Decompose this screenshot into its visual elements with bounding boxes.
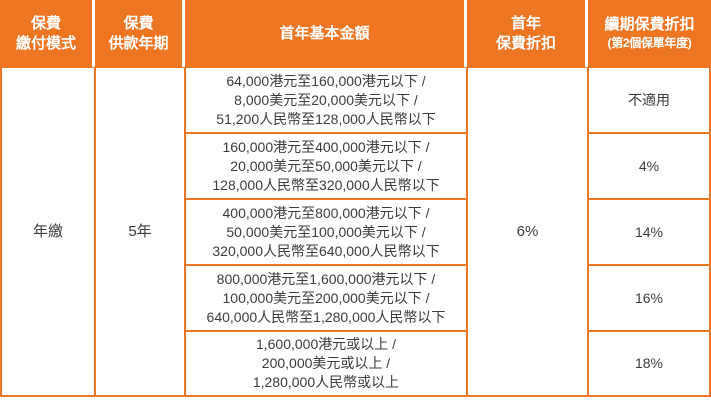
amount-tier-3-line1: 400,000港元至800,000港元以下 / [222,204,430,221]
amount-tier-3-line2: 50,000美元至100,000美元以下 / [226,223,426,240]
amount-tier-4-line3: 640,000人民幣至1,280,000人民幣以下 [206,308,446,325]
cell-renewal-discount-3: 14% [588,199,711,265]
header-payment-term: 保費 供款年期 [95,0,185,67]
cell-amount-tier-1: 64,000港元至160,000港元以下 / 8,000美元至20,000美元以… [185,67,467,133]
cell-amount-tier-5: 1,600,000港元或以上 / 200,000美元或以上 / 1,280,00… [185,331,467,397]
header-payment-mode-line2: 繳付模式 [15,34,76,52]
cell-payment-term: 5年 [95,67,185,397]
cell-renewal-discount-2: 4% [588,133,711,199]
renewal-discount-4-value: 16% [634,289,664,306]
cell-renewal-discount-5: 18% [588,331,711,397]
header-renewal-discount: 續期保費折扣 (第2個保單年度) [588,0,711,67]
header-payment-mode: 保費 繳付模式 [0,0,95,67]
amount-tier-2-line2: 20,000美元至50,000美元以下 / [230,157,422,174]
header-payment-term-line1: 保費 [123,15,154,32]
renewal-discount-2-value: 4% [638,157,660,174]
header-first-year-amount: 首年基本金額 [185,0,467,67]
amount-tier-2-line1: 160,000港元至400,000港元以下 / [222,138,430,155]
header-renewal-discount-line1: 續期保費折扣 [604,16,695,34]
header-payment-mode-line1: 保費 [30,15,61,32]
cell-amount-tier-2: 160,000港元至400,000港元以下 / 20,000美元至50,000美… [185,133,467,199]
amount-tier-5-line1: 1,600,000港元或以上 / [255,336,397,352]
amount-tier-4-line1: 800,000港元至1,600,000港元以下 / [216,270,436,287]
header-renewal-discount-line2: (第2個保單年度) [607,35,692,50]
cell-amount-tier-3: 400,000港元至800,000港元以下 / 50,000美元至100,000… [185,199,467,265]
cell-renewal-discount-4: 16% [588,265,711,331]
cell-payment-mode: 年繳 [0,67,95,397]
first-year-discount-value: 6% [516,223,539,240]
amount-tier-2-line3: 128,000人民幣至320,000人民幣以下 [212,176,440,193]
header-first-year-discount: 首年 保費折扣 [467,0,588,67]
cell-renewal-discount-1: 不適用 [588,67,711,133]
header-first-year-discount-line2: 保費折扣 [495,34,556,52]
header-first-year-discount-line1: 首年 [510,15,541,32]
payment-mode-value: 年繳 [32,223,63,240]
amount-tier-3-line3: 320,000人民幣至640,000人民幣以下 [212,242,440,259]
cell-amount-tier-4: 800,000港元至1,600,000港元以下 / 100,000美元至200,… [185,265,467,331]
renewal-discount-5-value: 18% [634,355,664,371]
amount-tier-1-line3: 51,200人民幣至128,000人民幣以下 [216,110,436,127]
amount-tier-5-line2: 200,000美元或以上 / [261,355,391,371]
cell-first-year-discount: 6% [467,67,588,397]
amount-tier-5-line3: 1,280,000人民幣或以上 [252,374,400,390]
amount-tier-1-line1: 64,000港元至160,000港元以下 / [226,72,426,89]
amount-tier-4-line2: 100,000美元至200,000美元以下 / [222,289,430,306]
header-first-year-amount-line1: 首年基本金額 [279,24,370,42]
renewal-discount-3-value: 14% [634,223,664,240]
header-payment-term-line2: 供款年期 [108,34,169,52]
amount-tier-1-line2: 8,000美元至20,000美元以下 / [234,91,418,108]
renewal-discount-1-value: 不適用 [628,91,670,108]
payment-term-value: 5年 [128,223,152,240]
